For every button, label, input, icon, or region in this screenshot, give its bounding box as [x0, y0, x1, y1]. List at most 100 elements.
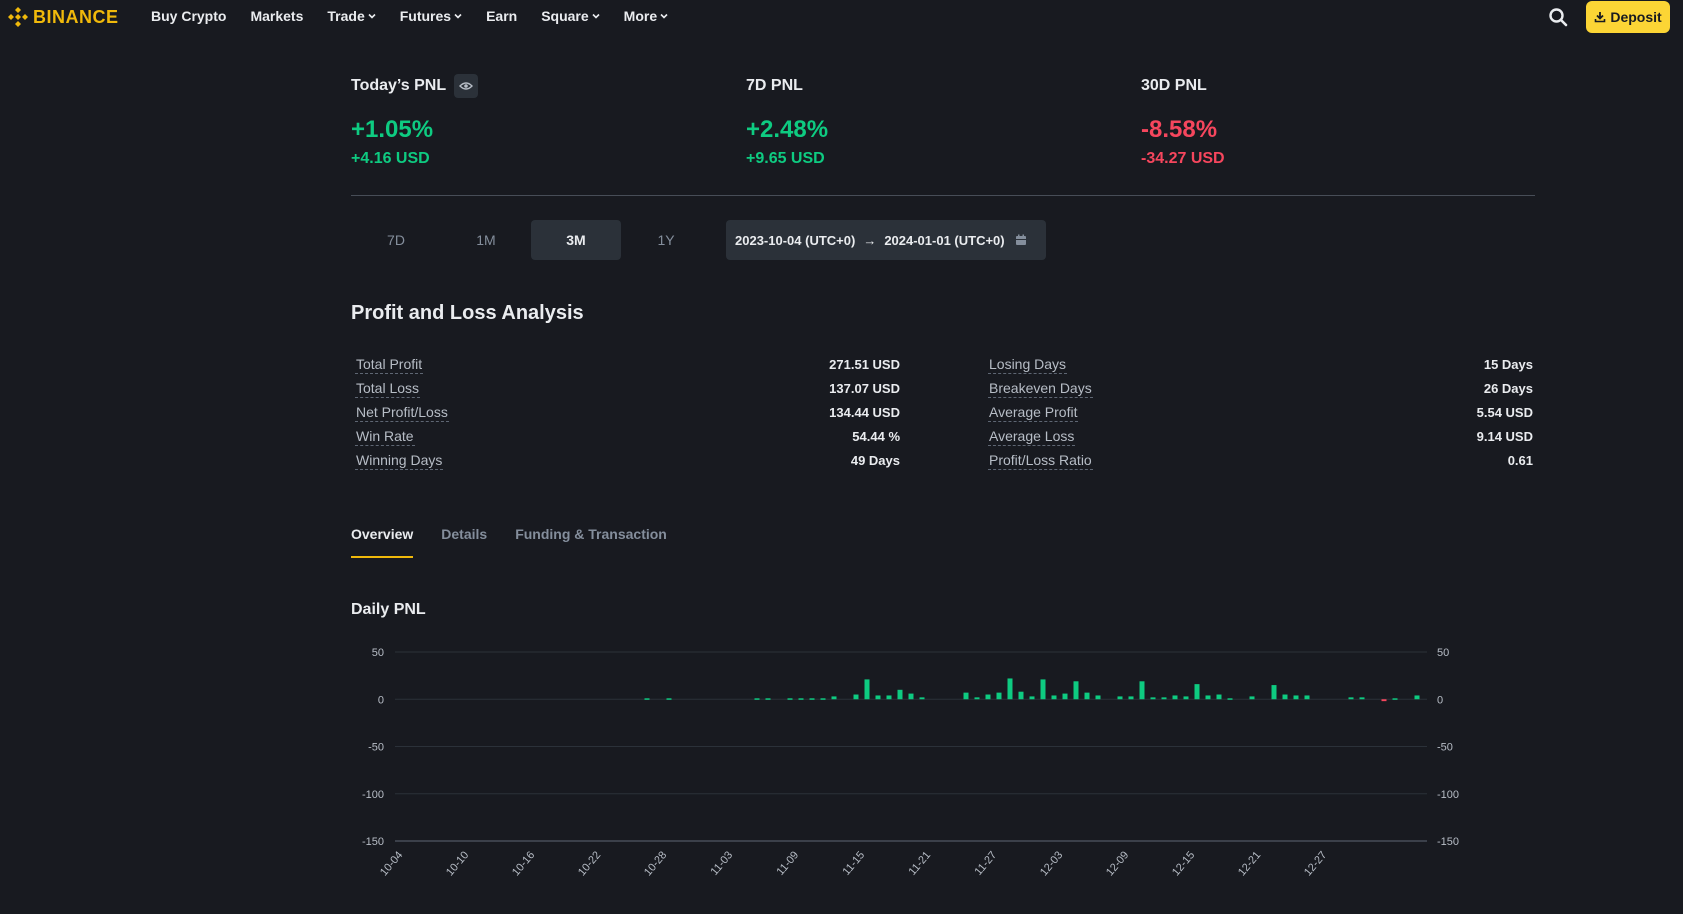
pnl-bar[interactable] [1018, 691, 1024, 700]
calendar-icon [1015, 234, 1026, 245]
date-range-end: 2024-01-01 (UTC+0) [884, 232, 1005, 248]
search-button[interactable] [1548, 7, 1568, 27]
pnl-bar[interactable] [1249, 696, 1255, 700]
pnl-bar[interactable] [1117, 696, 1123, 700]
date-range-picker[interactable]: 2023-10-04 (UTC+0) → 2024-01-01 (UTC+0) [726, 220, 1046, 260]
range-tab-7d[interactable]: 7D [387, 232, 405, 248]
y-tick-label-right: 0 [1437, 694, 1443, 706]
pnl-bar[interactable] [985, 694, 991, 700]
pnl-bar[interactable] [1183, 696, 1189, 700]
pnl-bar[interactable] [1282, 694, 1288, 700]
pnl-bar[interactable] [1150, 697, 1156, 700]
deposit-button[interactable]: Deposit [1586, 1, 1670, 33]
pnl-bar[interactable] [1007, 678, 1013, 700]
stat-row-breakeven-days: Breakeven Days 26 Days [988, 376, 1533, 400]
pnl-bar[interactable] [644, 698, 650, 700]
x-tick-label: 12-21 [1236, 849, 1263, 878]
download-icon [1595, 12, 1606, 23]
x-tick-label: 12-15 [1170, 849, 1197, 878]
pnl-bar[interactable] [1392, 698, 1398, 700]
pnl-bar[interactable] [1095, 695, 1101, 700]
stats-right-column: Losing Days 15 Days Breakeven Days 26 Days A… [988, 352, 1533, 472]
x-tick-label: 12-03 [1038, 849, 1065, 878]
pnl-bar[interactable] [875, 695, 881, 700]
nav-item-label: Futures [399, 8, 452, 24]
nav-item-markets[interactable]: Markets [250, 8, 303, 24]
pnl-bar[interactable] [1051, 695, 1057, 700]
nav-item-futures[interactable]: Futures [400, 8, 462, 24]
stat-label-total-profit[interactable]: Total Profit [355, 355, 424, 374]
range-tab-3m[interactable]: 3M [531, 220, 621, 260]
pnl-bar[interactable] [1172, 695, 1178, 700]
tab-overview[interactable]: Overview [351, 526, 414, 558]
stat-label-profit-loss-ratio[interactable]: Profit/Loss Ratio [988, 451, 1093, 470]
pnl-bar[interactable] [886, 695, 892, 700]
pnl-bar[interactable] [897, 689, 903, 700]
stat-label-win-rate[interactable]: Win Rate [355, 427, 415, 446]
tab-details[interactable]: Details [441, 526, 488, 542]
nav-item-buy-crypto[interactable]: Buy Crypto [151, 8, 226, 24]
stat-row-losing-days: Losing Days 15 Days [988, 352, 1533, 376]
nav-item-earn[interactable]: Earn [486, 8, 517, 24]
pnl-bar[interactable] [666, 698, 672, 700]
pnl-bar[interactable] [908, 693, 914, 700]
today-pnl-usd: +4.16 USD [351, 150, 430, 167]
pnl-bar[interactable] [765, 698, 771, 700]
pnl-bar[interactable] [1084, 692, 1090, 700]
pnl-bar[interactable] [1227, 698, 1233, 700]
pnl-bar[interactable] [1359, 697, 1365, 700]
divider [351, 195, 1535, 196]
pnl-bar[interactable] [1293, 695, 1299, 700]
nav-item-trade[interactable]: Trade [327, 8, 376, 24]
range-tab-1m[interactable]: 1M [476, 232, 496, 248]
stat-label-breakeven-days[interactable]: Breakeven Days [988, 379, 1093, 398]
pnl-bar[interactable] [919, 697, 925, 700]
pnl-bar[interactable] [754, 698, 760, 700]
pnl-bar[interactable] [1216, 694, 1222, 700]
deposit-label: Deposit [1610, 9, 1662, 25]
pnl-bar[interactable] [1073, 681, 1079, 700]
pnl-bar[interactable] [853, 694, 859, 700]
pnl-bar[interactable] [963, 692, 969, 700]
pnl-bar[interactable] [1040, 679, 1046, 700]
pnl-bar[interactable] [1414, 695, 1420, 700]
stat-row-win-rate: Win Rate 54.44 % [355, 424, 900, 448]
y-tick-label-right: 50 [1437, 647, 1449, 659]
nav-item-square[interactable]: Square [541, 8, 600, 24]
pnl-bar[interactable] [864, 679, 870, 700]
stat-label-losing-days[interactable]: Losing Days [988, 355, 1068, 374]
range-tab-1y[interactable]: 1Y [657, 232, 675, 248]
chevron-down-icon [660, 11, 668, 21]
7d-pnl-title: 7D PNL [746, 77, 803, 94]
stat-label-average-loss[interactable]: Average Loss [988, 427, 1076, 446]
pnl-bar[interactable] [1271, 685, 1277, 700]
pnl-bar[interactable] [831, 696, 837, 700]
pnl-bar[interactable] [996, 692, 1002, 700]
tab-funding-transaction[interactable]: Funding & Transaction [515, 526, 667, 542]
nav-item-more[interactable]: More [624, 8, 668, 24]
pnl-bar[interactable] [1194, 684, 1200, 700]
pnl-bar[interactable] [1128, 696, 1134, 700]
toggle-visibility-button[interactable] [454, 74, 479, 98]
pnl-bar[interactable] [1348, 697, 1354, 700]
pnl-bar[interactable] [1205, 695, 1211, 700]
x-tick-label: 10-10 [444, 849, 471, 878]
pnl-bar[interactable] [787, 698, 793, 700]
stat-value-net-profit-loss: 134.44 USD [829, 404, 900, 420]
pnl-bar[interactable] [1304, 695, 1310, 700]
pnl-bar[interactable] [1161, 697, 1167, 700]
pnl-bar[interactable] [974, 697, 980, 700]
date-range-start: 2023-10-04 (UTC+0) [735, 232, 856, 248]
stat-label-average-profit[interactable]: Average Profit [988, 403, 1079, 422]
pnl-bar[interactable] [1381, 699, 1387, 702]
pnl-bar[interactable] [1029, 696, 1035, 700]
stat-label-winning-days[interactable]: Winning Days [355, 451, 444, 470]
stat-label-net-profit-loss[interactable]: Net Profit/Loss [355, 403, 449, 422]
pnl-bar[interactable] [1062, 693, 1068, 700]
pnl-bar[interactable] [798, 698, 804, 700]
pnl-bar[interactable] [1139, 681, 1145, 700]
stat-label-total-loss[interactable]: Total Loss [355, 379, 421, 398]
binance-logo[interactable]: BINANCE [7, 6, 119, 28]
pnl-bar[interactable] [820, 698, 826, 700]
pnl-bar[interactable] [809, 698, 815, 700]
